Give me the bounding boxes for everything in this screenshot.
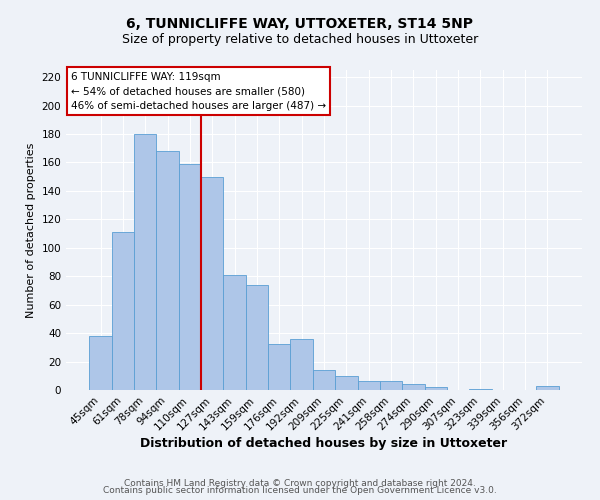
Bar xyxy=(223,275,246,390)
Bar xyxy=(358,382,380,390)
Bar xyxy=(469,388,491,390)
Text: Size of property relative to detached houses in Uttoxeter: Size of property relative to detached ho… xyxy=(122,32,478,46)
Bar xyxy=(536,386,559,390)
Bar xyxy=(380,382,402,390)
Bar xyxy=(290,339,313,390)
Text: 6, TUNNICLIFFE WAY, UTTOXETER, ST14 5NP: 6, TUNNICLIFFE WAY, UTTOXETER, ST14 5NP xyxy=(127,18,473,32)
Bar xyxy=(201,176,223,390)
Text: 6 TUNNICLIFFE WAY: 119sqm
← 54% of detached houses are smaller (580)
46% of semi: 6 TUNNICLIFFE WAY: 119sqm ← 54% of detac… xyxy=(71,72,326,111)
Bar xyxy=(335,376,358,390)
Bar xyxy=(246,285,268,390)
Text: Contains public sector information licensed under the Open Government Licence v3: Contains public sector information licen… xyxy=(103,486,497,495)
Bar xyxy=(313,370,335,390)
Bar xyxy=(179,164,201,390)
Bar xyxy=(112,232,134,390)
Bar xyxy=(157,151,179,390)
Bar xyxy=(134,134,157,390)
Y-axis label: Number of detached properties: Number of detached properties xyxy=(26,142,36,318)
Text: Contains HM Land Registry data © Crown copyright and database right 2024.: Contains HM Land Registry data © Crown c… xyxy=(124,478,476,488)
Bar xyxy=(89,336,112,390)
Bar xyxy=(402,384,425,390)
X-axis label: Distribution of detached houses by size in Uttoxeter: Distribution of detached houses by size … xyxy=(140,438,508,450)
Bar xyxy=(268,344,290,390)
Bar xyxy=(425,387,447,390)
